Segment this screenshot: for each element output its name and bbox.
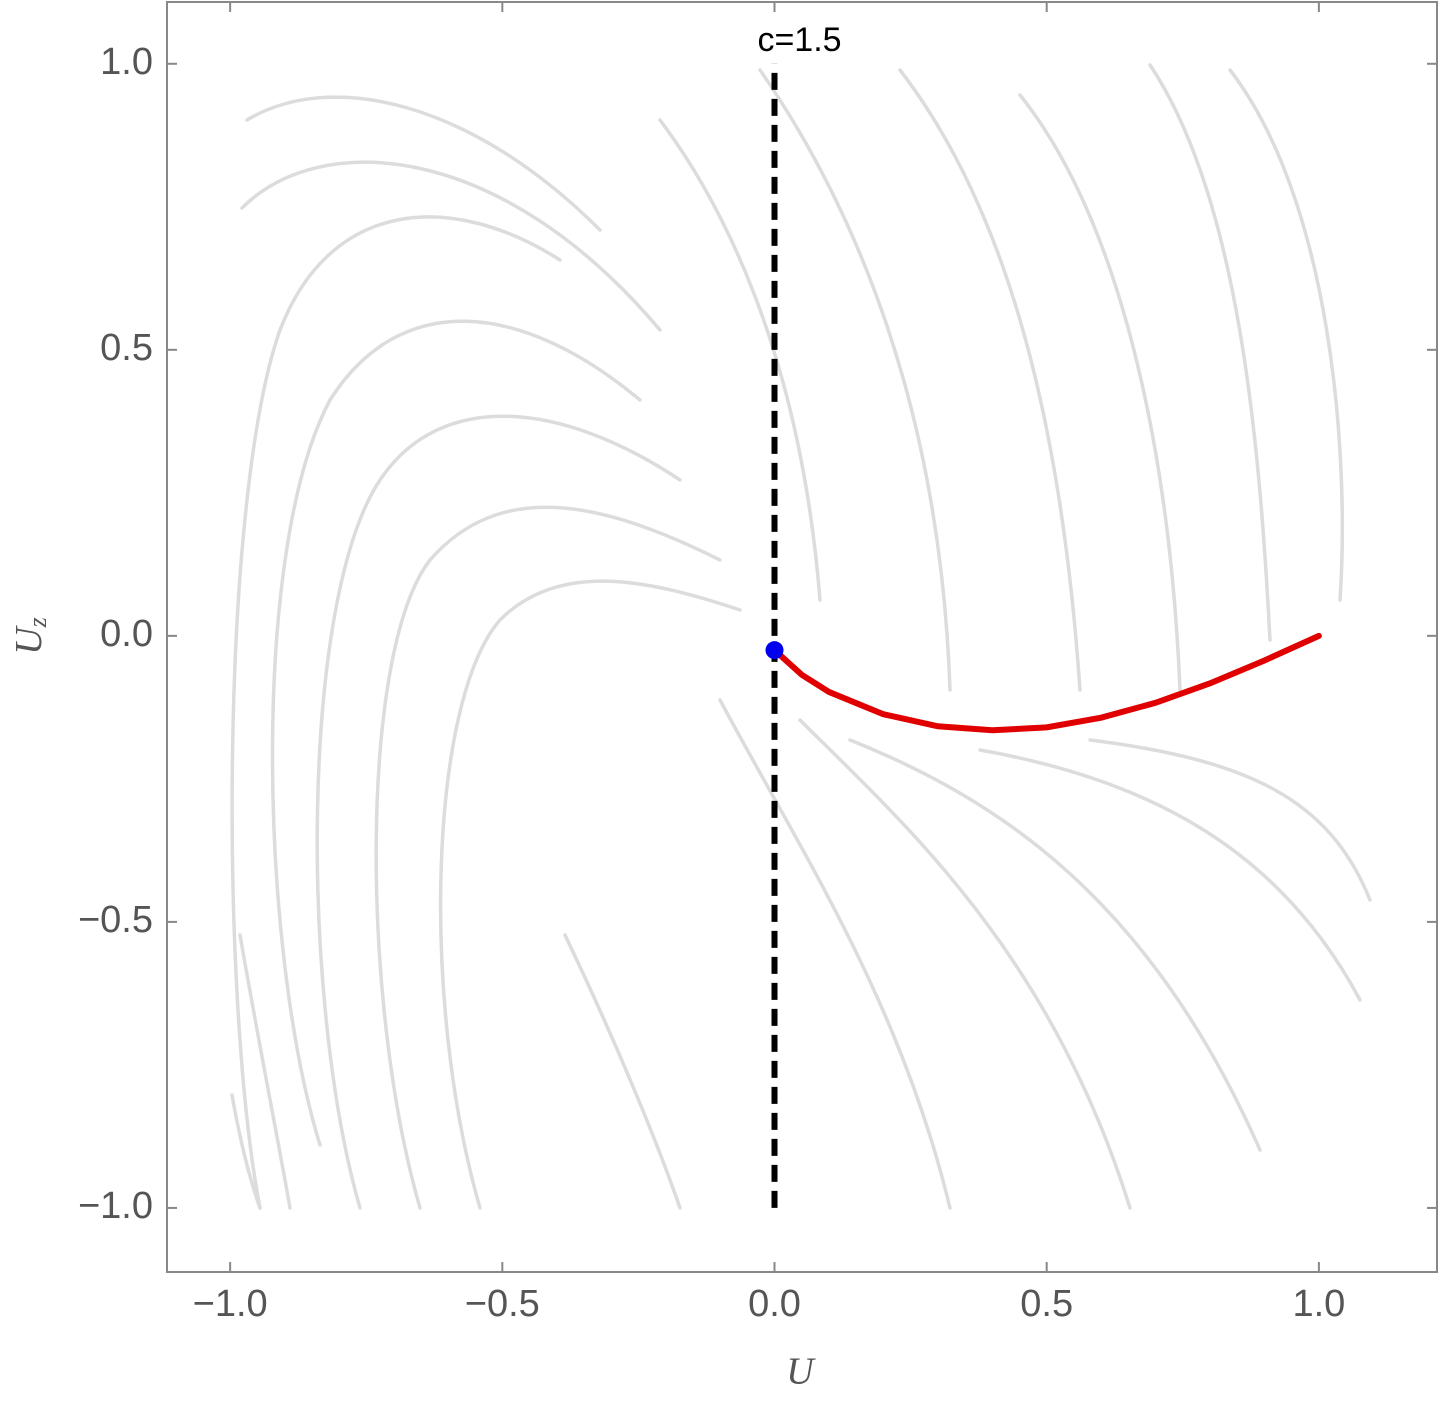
stream-line	[1228, 68, 1345, 602]
stream-line	[758, 68, 952, 692]
stream-line	[315, 414, 682, 1210]
data-line	[771, 632, 1322, 734]
x-tick-label: 0.5	[1020, 1283, 1073, 1325]
point	[765, 641, 784, 660]
stream-line	[1148, 63, 1272, 642]
stream-line	[230, 1093, 262, 1210]
stream-line	[563, 933, 682, 1210]
stream-line	[978, 748, 1362, 1002]
stream-line	[230, 215, 562, 1210]
stream-line	[438, 579, 742, 1210]
stream-line	[658, 118, 822, 602]
y-axis-label-main: U	[8, 625, 50, 655]
plot-frame	[166, 1, 1438, 1273]
stream-line	[718, 698, 952, 1210]
y-tick-label: 1.0	[100, 41, 153, 83]
stream-line	[240, 160, 662, 332]
stream-line	[1088, 738, 1372, 902]
y-tick-label: 0.5	[100, 327, 153, 369]
y-axis-label-sub: z	[23, 617, 52, 628]
x-tick-label: 1.0	[1292, 1283, 1345, 1325]
stream-lines	[230, 63, 1372, 1210]
stream-line	[1018, 93, 1182, 692]
y-tick-label: −1.0	[78, 1185, 153, 1227]
x-tick-label: 0.0	[748, 1283, 801, 1325]
y-tick-label: 0.0	[100, 613, 153, 655]
stream-line	[270, 319, 642, 1147]
stream-line	[848, 738, 1262, 1152]
y-tick-label: −0.5	[78, 899, 153, 941]
reference-label: c=1.5	[757, 21, 841, 59]
x-tick-label: −1.0	[193, 1283, 268, 1325]
stream-line	[898, 68, 1082, 692]
x-tick-label: −0.5	[465, 1283, 540, 1325]
stream-line	[245, 95, 602, 232]
x-axis-label: U	[786, 1351, 816, 1393]
stream-line	[238, 933, 292, 1210]
y-axis-label: Uz	[8, 617, 52, 655]
stream-line	[374, 505, 722, 1210]
stream-line	[798, 718, 1132, 1210]
